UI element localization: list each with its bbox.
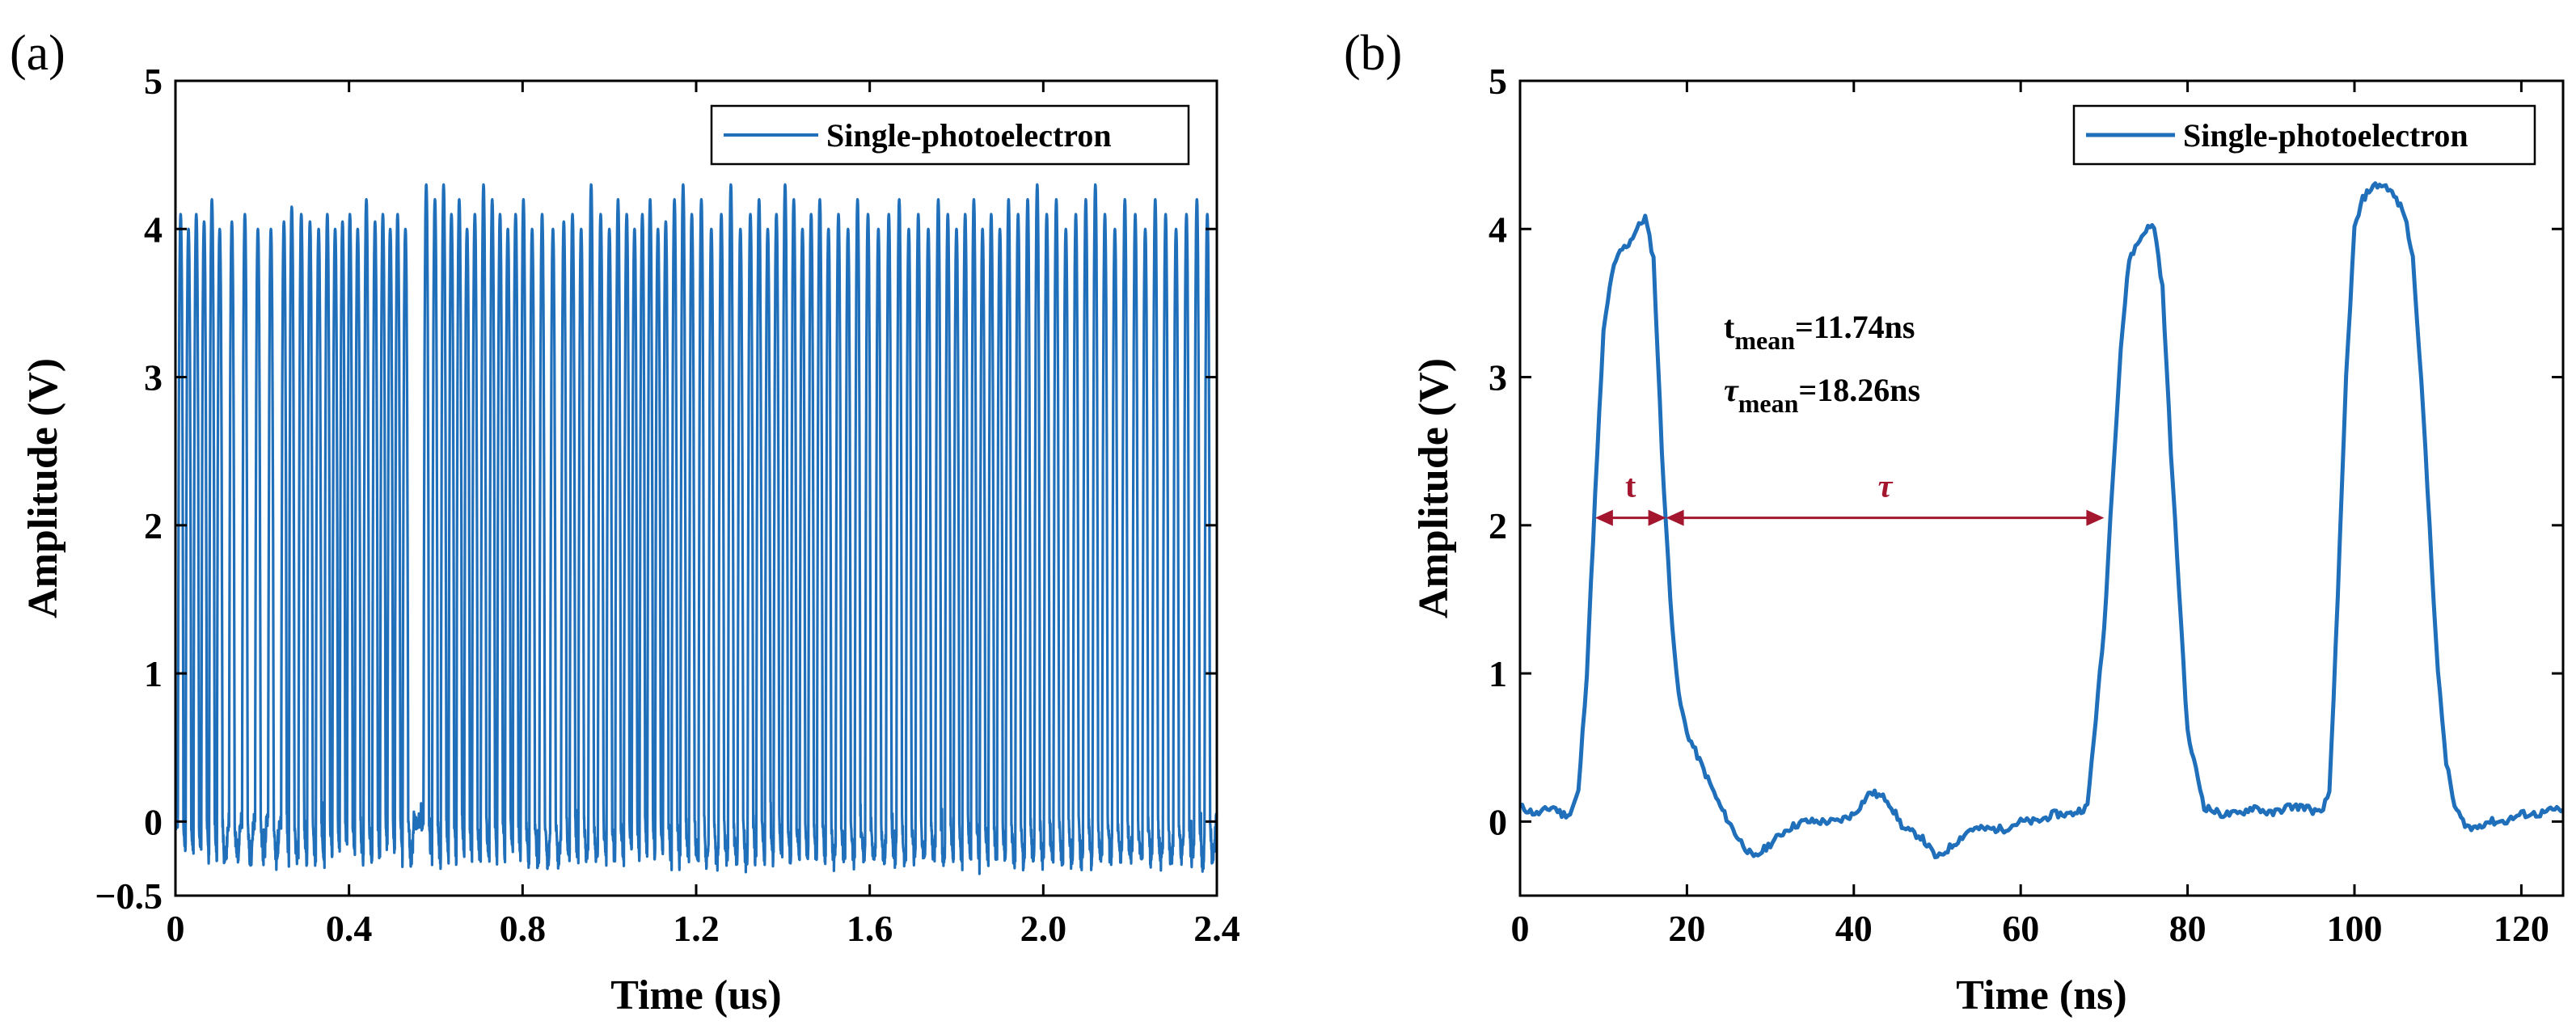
t-arrow-head-right	[1648, 509, 1666, 526]
y-tick-label-b: 2	[1489, 505, 1507, 546]
tau-mean-sub: mean	[1738, 389, 1799, 418]
x-tick-label-a: 2.0	[1020, 908, 1067, 949]
series-line-single-photoelectron-b	[1518, 181, 2565, 859]
t-mean-sub: mean	[1734, 326, 1795, 355]
x-tick-label-a: 1.6	[847, 908, 893, 949]
measurement-arrows	[1594, 509, 2105, 526]
x-tick-label-b: 0	[1511, 908, 1530, 949]
legend-label-a: Single-photoelectron	[826, 117, 1112, 154]
x-tick-label-a: 2.4	[1193, 908, 1240, 949]
legend-a: Single-photoelectron	[710, 104, 1190, 166]
t-arrow-head-left	[1594, 509, 1613, 526]
x-tick-label-a: 0.8	[500, 908, 547, 949]
x-tick-label-b: 100	[2327, 908, 2383, 949]
tau-interval-label: τ	[1878, 468, 1894, 504]
tau-arrow-head-left	[1666, 509, 1684, 526]
x-axis-label-b: Time (ns)	[1956, 972, 2126, 1018]
y-tick-label-a: 0	[144, 801, 163, 842]
x-axis-label-a: Time (us)	[610, 972, 781, 1018]
y-tick-label-a: −0.5	[95, 875, 163, 917]
y-tick-label-a: 5	[144, 61, 163, 102]
x-tick-label-b: 120	[2494, 908, 2549, 949]
x-tick-label-a: 0.4	[326, 908, 373, 949]
y-tick-label-b: 0	[1489, 801, 1507, 842]
panel-b-label: (b)	[1344, 26, 1402, 81]
tick-labels-b: 0 20 40 60 80 100 120 0 1 2 3 4 5	[1489, 61, 2549, 949]
t-mean-annotation: tmean=11.74ns	[1724, 309, 1915, 355]
legend-label-b: Single-photoelectron	[2183, 117, 2468, 154]
x-tick-label-a: 1.2	[673, 908, 720, 949]
series-line-single-photoelectron-a	[174, 183, 1218, 875]
panel-b: (b) 0 20 40 60 80 100 120 0 1 2 3 4 5 Time (ns) Ampl…	[1344, 26, 2565, 1018]
y-axis-label-a: Amplitude (V)	[20, 358, 66, 618]
x-tick-label-a: 0	[167, 908, 185, 949]
x-tick-label-b: 80	[2169, 908, 2206, 949]
series-line-b	[1518, 181, 2565, 859]
tau-mean-value: =18.26ns	[1798, 372, 1920, 408]
t-mean-base: t	[1724, 309, 1735, 345]
series-line-a	[174, 183, 1218, 875]
plot-area-b	[1520, 81, 2563, 896]
y-tick-label-a: 3	[144, 357, 163, 399]
tau-arrow-head-right	[2086, 509, 2105, 526]
y-tick-label-b: 1	[1489, 653, 1507, 694]
x-tick-label-b: 20	[1668, 908, 1705, 949]
ticks-a	[174, 79, 1218, 897]
panel-a-label: (a)	[10, 26, 65, 81]
y-tick-label-a: 4	[144, 209, 163, 250]
y-tick-label-a: 2	[144, 505, 163, 546]
tau-mean-base: τ	[1724, 372, 1739, 408]
y-tick-label-b: 4	[1489, 209, 1507, 250]
x-tick-label-b: 40	[1835, 908, 1873, 949]
t-width-label: t	[1625, 468, 1636, 504]
y-tick-label-a: 1	[144, 653, 163, 694]
tau-mean-annotation: τmean=18.26ns	[1724, 372, 1920, 418]
legend-b: Single-photoelectron	[2072, 104, 2536, 166]
x-tick-label-b: 60	[2002, 908, 2039, 949]
t-mean-value: =11.74ns	[1795, 309, 1915, 345]
axes-box-b	[1518, 79, 2565, 897]
y-tick-label-b: 5	[1489, 61, 1507, 102]
y-axis-label-b: Amplitude (V)	[1411, 358, 1457, 618]
ticks-b	[1518, 79, 2563, 896]
y-tick-label-b: 3	[1489, 357, 1507, 399]
